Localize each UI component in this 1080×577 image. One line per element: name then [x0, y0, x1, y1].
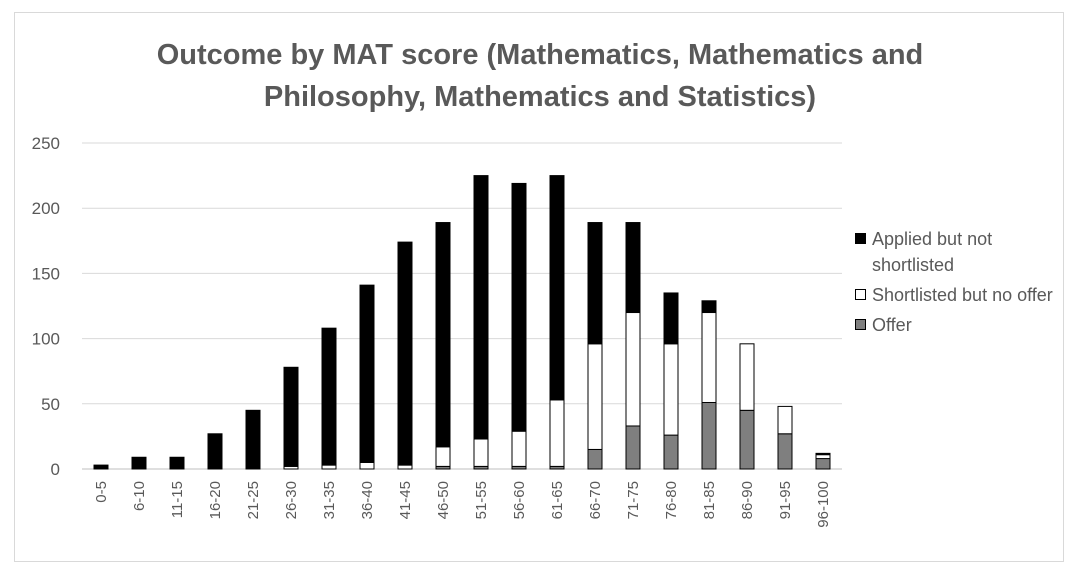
bar-offer-81-85 [701, 401, 717, 470]
y-tick-label-200: 200 [32, 199, 60, 218]
bar-applied-but-not-shortlisted-71-75 [625, 222, 641, 314]
x-tick-label-96-100: 96-100 [815, 481, 832, 528]
x-tick-label-6-10: 6-10 [131, 481, 148, 511]
x-tick-label-76-80: 76-80 [663, 481, 680, 519]
x-tick-label-11-15: 11-15 [169, 481, 186, 518]
legend-label-offer: Offer [872, 315, 912, 335]
bar-applied-but-not-shortlisted-31-35 [321, 327, 337, 466]
bar-applied-but-not-shortlisted-0-5 [93, 464, 109, 470]
bar-applied-but-not-shortlisted-56-60 [511, 182, 527, 432]
bar-shortlisted-but-no-offer-61-65 [549, 399, 565, 467]
chart-title: Outcome by MAT score (Mathematics, Mathe… [156, 39, 924, 113]
x-tick-label-36-40: 36-40 [359, 481, 376, 519]
chart-frame [14, 12, 1064, 562]
bar-shortlisted-but-no-offer-91-95 [777, 405, 793, 435]
y-tick-label-150: 150 [32, 264, 60, 283]
legend-label-shortlisted: Shortlisted but no offer [872, 285, 1053, 305]
legend-label-applied: Applied but not shortlisted [872, 229, 993, 275]
legend-item-offer: Offer [855, 312, 1055, 338]
bar-offer-86-90 [739, 409, 755, 470]
bar-shortlisted-but-no-offer-71-75 [625, 312, 641, 427]
bar-applied-but-not-shortlisted-76-80 [663, 292, 679, 345]
bar-shortlisted-but-no-offer-41-45 [397, 464, 413, 470]
bar-applied-but-not-shortlisted-51-55 [473, 175, 489, 440]
bar-offer-91-95 [777, 433, 793, 470]
y-tick-label-100: 100 [32, 330, 60, 349]
bar-shortlisted-but-no-offer-66-70 [587, 343, 603, 450]
bar-applied-but-not-shortlisted-36-40 [359, 284, 375, 463]
x-tick-label-26-30: 26-30 [283, 481, 300, 519]
bar-shortlisted-but-no-offer-96-100 [815, 454, 831, 460]
x-tick-label-61-65: 61-65 [549, 481, 566, 519]
y-tick-label-0: 0 [51, 460, 60, 479]
bar-applied-but-not-shortlisted-46-50 [435, 222, 451, 448]
bar-shortlisted-but-no-offer-31-35 [321, 464, 337, 470]
bar-applied-but-not-shortlisted-61-65 [549, 175, 565, 401]
bar-offer-76-80 [663, 434, 679, 470]
bar-applied-but-not-shortlisted-26-30 [283, 366, 299, 467]
legend-item-applied: Applied but not shortlisted [855, 226, 1055, 278]
legend-item-shortlisted: Shortlisted but no offer [855, 282, 1055, 308]
x-tick-label-41-45: 41-45 [397, 481, 414, 519]
x-tick-label-46-50: 46-50 [435, 481, 452, 519]
bar-applied-but-not-shortlisted-81-85 [701, 300, 717, 314]
x-tick-label-0-5: 0-5 [93, 481, 110, 503]
x-tick-label-16-20: 16-20 [207, 481, 224, 519]
bar-shortlisted-but-no-offer-46-50 [435, 446, 451, 467]
bar-shortlisted-but-no-offer-56-60 [511, 430, 527, 467]
bar-applied-but-not-shortlisted-66-70 [587, 222, 603, 345]
x-tick-label-51-55: 51-55 [473, 481, 490, 519]
legend-swatch-offer [855, 319, 866, 330]
x-tick-label-91-95: 91-95 [777, 481, 794, 519]
bar-offer-71-75 [625, 425, 641, 470]
bar-applied-but-not-shortlisted-21-25 [245, 409, 261, 470]
chart-legend: Applied but not shortlisted Shortlisted … [855, 226, 1055, 342]
bar-shortlisted-but-no-offer-86-90 [739, 343, 755, 411]
x-tick-label-31-35: 31-35 [321, 481, 338, 519]
legend-swatch-applied [855, 233, 866, 244]
x-tick-label-66-70: 66-70 [587, 481, 604, 519]
bar-applied-but-not-shortlisted-96-100 [815, 452, 831, 456]
x-tick-label-56-60: 56-60 [511, 481, 528, 519]
bar-shortlisted-but-no-offer-81-85 [701, 312, 717, 403]
bar-shortlisted-but-no-offer-36-40 [359, 461, 375, 470]
bar-offer-66-70 [587, 448, 603, 470]
bar-shortlisted-but-no-offer-51-55 [473, 438, 489, 467]
bar-applied-but-not-shortlisted-6-10 [131, 456, 147, 470]
y-tick-label-250: 250 [32, 134, 60, 153]
bar-applied-but-not-shortlisted-11-15 [169, 456, 185, 470]
x-tick-label-86-90: 86-90 [739, 481, 756, 519]
bar-applied-but-not-shortlisted-16-20 [207, 433, 223, 470]
bar-shortlisted-but-no-offer-76-80 [663, 343, 679, 436]
x-tick-label-71-75: 71-75 [625, 481, 642, 519]
legend-swatch-shortlisted [855, 289, 866, 300]
bar-offer-96-100 [815, 458, 831, 470]
x-tick-label-81-85: 81-85 [701, 481, 718, 519]
x-tick-label-21-25: 21-25 [245, 481, 262, 519]
bar-applied-but-not-shortlisted-41-45 [397, 241, 413, 466]
y-tick-label-50: 50 [41, 395, 60, 414]
